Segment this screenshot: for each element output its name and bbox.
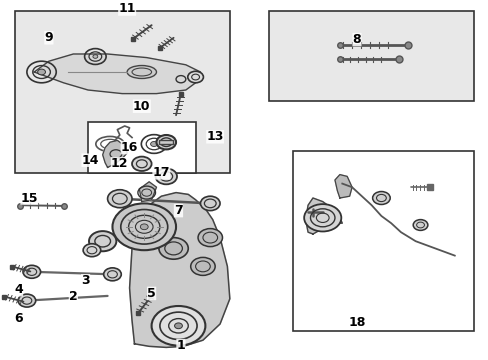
Circle shape [198, 229, 222, 247]
Text: 18: 18 [347, 316, 365, 329]
Circle shape [150, 141, 157, 147]
Text: 7: 7 [174, 204, 183, 217]
Circle shape [200, 196, 220, 211]
Bar [88, 122, 195, 173]
Polygon shape [129, 193, 229, 347]
Ellipse shape [127, 66, 156, 78]
Circle shape [112, 203, 176, 250]
Circle shape [155, 168, 177, 184]
Polygon shape [139, 182, 156, 202]
Circle shape [93, 55, 98, 58]
Text: 10: 10 [133, 100, 150, 113]
Bar [268, 11, 473, 101]
Circle shape [412, 220, 427, 230]
Text: 6: 6 [14, 312, 23, 325]
Bar [159, 140, 173, 144]
Circle shape [132, 157, 151, 171]
Text: 14: 14 [81, 154, 99, 167]
Text: 3: 3 [81, 274, 90, 287]
Circle shape [89, 231, 116, 251]
Circle shape [23, 265, 41, 278]
Polygon shape [102, 140, 127, 167]
Polygon shape [34, 54, 200, 94]
Bar [15, 11, 229, 173]
Text: 2: 2 [69, 291, 78, 303]
Circle shape [151, 306, 205, 346]
Polygon shape [334, 175, 351, 198]
Circle shape [38, 69, 45, 75]
Text: 8: 8 [352, 33, 361, 46]
Polygon shape [305, 198, 342, 234]
Circle shape [103, 268, 121, 281]
Circle shape [107, 190, 132, 208]
Circle shape [140, 224, 148, 230]
Circle shape [83, 244, 101, 257]
Circle shape [159, 238, 188, 259]
Text: 17: 17 [152, 166, 170, 179]
Circle shape [156, 135, 176, 149]
Circle shape [372, 192, 389, 204]
Circle shape [190, 257, 215, 275]
Text: 15: 15 [20, 192, 38, 204]
Text: 4: 4 [14, 283, 23, 296]
Circle shape [18, 294, 36, 307]
Circle shape [174, 323, 182, 329]
Text: 9: 9 [44, 31, 53, 44]
Text: 11: 11 [118, 3, 136, 15]
Bar [293, 151, 473, 331]
Text: 12: 12 [111, 157, 128, 170]
Text: 5: 5 [147, 287, 156, 300]
Circle shape [304, 204, 341, 231]
Text: 16: 16 [121, 141, 138, 154]
Text: 13: 13 [206, 130, 224, 143]
Text: 1: 1 [176, 339, 185, 352]
Circle shape [187, 71, 203, 83]
